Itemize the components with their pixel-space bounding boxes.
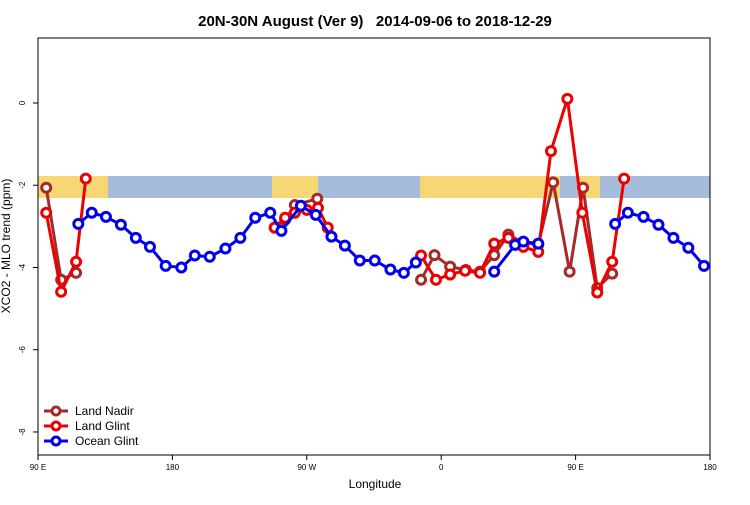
map-ocean [38, 176, 710, 198]
legend-label: Ocean Glint [75, 434, 139, 448]
x-tick-label: 90 E [30, 463, 46, 472]
data-point [606, 255, 619, 268]
data-point [618, 172, 631, 185]
data-point [502, 231, 515, 244]
data-point [70, 255, 83, 268]
y-tick-label: 0 [18, 100, 27, 105]
x-tick-label: 180 [166, 463, 180, 472]
data-point [279, 211, 292, 224]
data-point [114, 218, 127, 231]
data-point [409, 256, 422, 269]
data-point [144, 240, 156, 253]
data-point [415, 273, 428, 286]
y-axis-label: XCO2 - MLO trend (ppm) [0, 179, 13, 314]
data-point [79, 172, 92, 185]
x-tick-label: 0 [439, 463, 444, 472]
map-strip [38, 176, 710, 198]
data-point [264, 206, 277, 219]
map-land [420, 176, 560, 198]
data-point [667, 231, 680, 244]
data-point [40, 181, 53, 194]
data-point [488, 265, 501, 278]
data-point [40, 206, 53, 219]
data-point [532, 237, 545, 250]
data-point [129, 231, 142, 244]
legend-marker [50, 420, 62, 432]
data-point [474, 266, 487, 279]
data-point [561, 92, 574, 105]
legend-marker [50, 405, 62, 417]
data-point [591, 286, 604, 299]
data-point [325, 230, 338, 243]
data-point [275, 224, 288, 237]
data-point [652, 218, 665, 231]
plot-frame [37, 37, 711, 456]
data-point [309, 208, 322, 221]
legend-marker [50, 435, 62, 447]
data-point [547, 176, 560, 189]
data-point [188, 249, 201, 262]
data-point [384, 263, 397, 276]
data-point [488, 237, 501, 250]
data-point [338, 239, 351, 252]
data-point [368, 254, 381, 267]
data-point [637, 210, 650, 223]
data-point [563, 265, 576, 278]
series [72, 199, 711, 279]
data-point [397, 266, 410, 279]
x-axis-label: Longitude [349, 477, 402, 491]
data-point [609, 217, 622, 230]
x-tick-label: 90 E [567, 463, 583, 472]
y-tick-label: -2 [18, 181, 27, 189]
data-point [444, 268, 457, 281]
y-tick-label: -4 [18, 263, 27, 271]
data-point [99, 210, 112, 223]
data-point [159, 259, 172, 272]
data-point [249, 211, 262, 224]
data-point [544, 145, 557, 158]
y-tick-label: -8 [18, 428, 27, 436]
data-point [698, 259, 711, 272]
data-point [72, 217, 85, 230]
data-point [428, 249, 441, 262]
data-point [682, 241, 695, 254]
data-point [55, 285, 68, 298]
data-point [234, 231, 247, 244]
data-point [621, 206, 634, 219]
data-point [353, 254, 366, 267]
data-point [203, 250, 216, 263]
data-point [85, 206, 98, 219]
x-tick-label: 180 [703, 463, 717, 472]
legend-label: Land Nadir [75, 404, 134, 418]
data-point [175, 261, 188, 274]
data-point [576, 206, 589, 219]
chart-title: 20N-30N August (Ver 9) 2014-09-06 to 201… [198, 13, 552, 30]
map-land [272, 176, 318, 198]
data-point [459, 264, 472, 277]
data-point [219, 242, 232, 255]
legend-label: Land Glint [75, 419, 130, 433]
data-point [294, 199, 307, 212]
y-tick-label: -6 [18, 346, 27, 354]
x-tick-label: 90 W [297, 463, 316, 472]
data-point [517, 235, 530, 248]
data-point [429, 273, 442, 286]
